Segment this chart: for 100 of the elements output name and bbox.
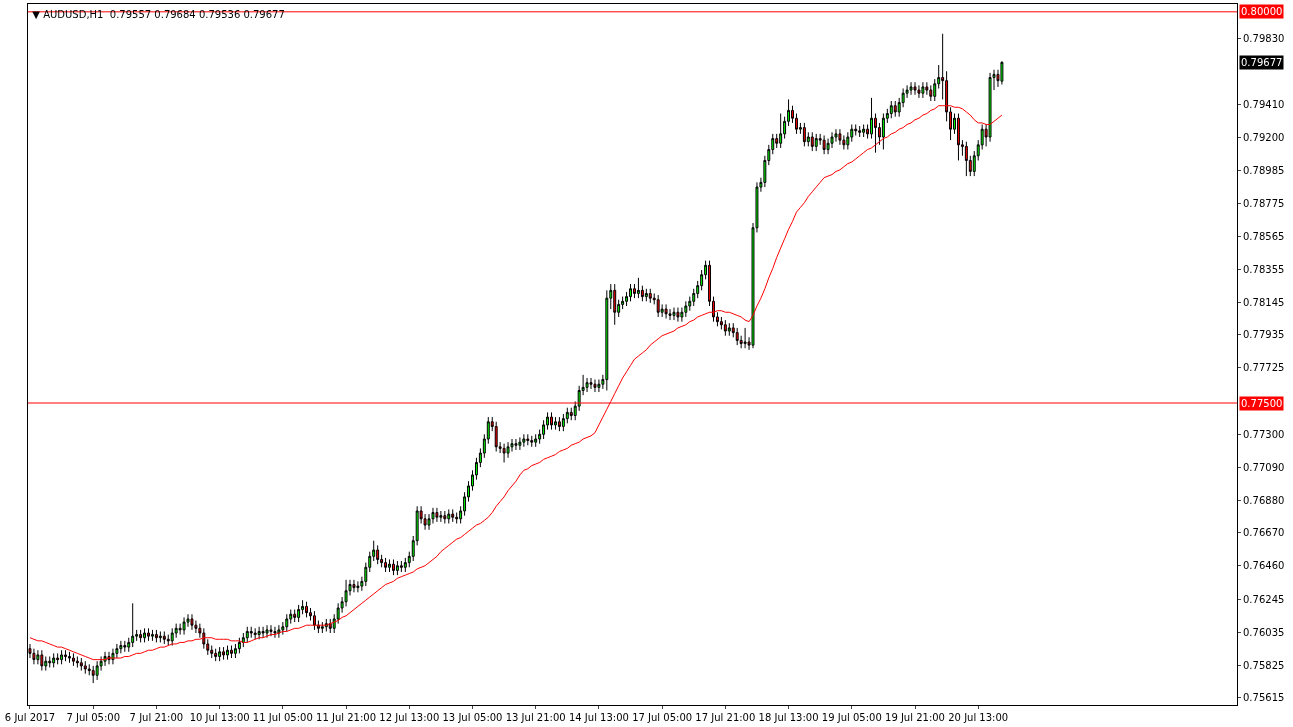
- candlestick: [988, 72, 992, 143]
- y-tick-label: 0.76245: [1243, 593, 1285, 605]
- candlestick: [277, 624, 281, 639]
- candlestick: [388, 558, 391, 573]
- y-tick-label: 0.77935: [1243, 329, 1285, 341]
- candlestick: [190, 613, 194, 631]
- candlestick: [95, 660, 99, 681]
- candlestick: [656, 294, 660, 318]
- candlestick: [443, 510, 447, 524]
- candlestick: [392, 558, 395, 576]
- candlestick: [32, 648, 36, 665]
- candlestick: [889, 100, 893, 119]
- candlestick: [893, 100, 897, 118]
- candlestick: [48, 655, 52, 668]
- candlestick: [439, 510, 443, 523]
- candlestick: [1000, 60, 1004, 85]
- candlestick: [672, 307, 676, 321]
- candlestick: [395, 560, 399, 576]
- y-tick-label: 0.78355: [1243, 263, 1285, 275]
- x-tick-label: 19 Jul 21:00: [885, 712, 945, 723]
- candlestick: [245, 626, 249, 643]
- candlestick: [399, 560, 403, 573]
- candlestick: [593, 379, 597, 393]
- y-tick-label: 0.78565: [1243, 230, 1285, 242]
- y-tick-label: 0.77725: [1243, 362, 1285, 374]
- candlestick: [222, 646, 226, 661]
- ref-line-label: 0.80000: [1241, 6, 1283, 17]
- candlestick: [502, 443, 506, 463]
- candlestick: [376, 544, 380, 565]
- candlestick: [644, 288, 648, 302]
- candlestick: [320, 621, 324, 634]
- candlestick: [522, 433, 526, 448]
- candlestick: [147, 627, 150, 642]
- candlestick: [384, 557, 388, 573]
- y-tick-label: 0.79830: [1243, 32, 1285, 44]
- candlestick: [158, 630, 162, 643]
- candlestick: [629, 283, 632, 302]
- candlestick: [917, 84, 921, 99]
- candlestick: [162, 630, 166, 645]
- y-tick-label: 0.75615: [1243, 692, 1285, 704]
- x-tick-label: 18 Jul 13:00: [758, 712, 819, 723]
- candlestick: [143, 627, 147, 643]
- annotation: 0.79677: [1241, 57, 1283, 68]
- x-tick-label: 7 Jul 05:00: [66, 712, 120, 723]
- candlestick: [182, 616, 186, 636]
- candlestick: [557, 416, 561, 432]
- x-tick-label: 17 Jul 21:00: [695, 712, 756, 723]
- y-tick-label: 0.76460: [1243, 560, 1285, 572]
- x-tick-label: 19 Jul 05:00: [821, 712, 882, 723]
- candlestick: [550, 411, 553, 431]
- candlestick: [684, 300, 688, 318]
- candlestick: [297, 604, 301, 623]
- candlestick: [668, 308, 672, 321]
- candlestick: [214, 648, 218, 662]
- candlestick: [553, 416, 557, 431]
- y-tick-label: 0.76035: [1243, 626, 1285, 638]
- candlestick: [664, 303, 668, 320]
- x-tick-label: 20 Jul 13:00: [948, 712, 1009, 723]
- candlestick: [356, 580, 360, 593]
- candlestick: [230, 645, 233, 659]
- candlestick: [40, 649, 44, 672]
- y-tick-label: 0.76880: [1243, 494, 1285, 506]
- candlestick: [83, 660, 87, 675]
- x-tick-label: 6 Jul 2017: [4, 712, 56, 723]
- candlestick: [91, 665, 95, 684]
- candlestick: [810, 131, 814, 152]
- candlestick: [56, 652, 60, 665]
- y-tick-label: 0.78775: [1243, 198, 1285, 209]
- candlestick: [226, 645, 229, 661]
- candlestick: [131, 602, 135, 648]
- candlestick: [328, 618, 332, 634]
- candlestick: [170, 627, 174, 647]
- candlestick: [585, 377, 589, 393]
- candlestick: [123, 640, 127, 653]
- candlestick: [103, 651, 107, 667]
- candlestick: [727, 322, 731, 337]
- x-tick-label: 13 Jul 05:00: [442, 712, 503, 723]
- candlestick: [75, 655, 79, 668]
- candlestick: [838, 128, 842, 146]
- candlestick: [305, 601, 309, 618]
- candlestick: [312, 610, 316, 631]
- candlestick: [451, 508, 455, 523]
- candlestick: [802, 122, 806, 147]
- y-tick-label: 0.75825: [1243, 659, 1285, 671]
- y-tick-label: 0.76670: [1243, 527, 1285, 539]
- x-tick-label: 13 Jul 21:00: [505, 712, 566, 723]
- candlestick: [534, 433, 538, 448]
- candlestick: [52, 652, 56, 668]
- candlestick: [447, 508, 451, 524]
- candlestick: [648, 288, 652, 304]
- candlestick: [249, 626, 253, 639]
- candlestick: [253, 627, 257, 640]
- candlestick: [862, 123, 866, 138]
- candlestick: [269, 624, 273, 637]
- candlestick: [494, 421, 498, 453]
- candlestick: [526, 433, 530, 446]
- candlestick: [518, 436, 522, 451]
- ref-line-label: 0.77500: [1241, 398, 1283, 409]
- candlestick: [257, 626, 261, 640]
- candlestick: [822, 134, 826, 155]
